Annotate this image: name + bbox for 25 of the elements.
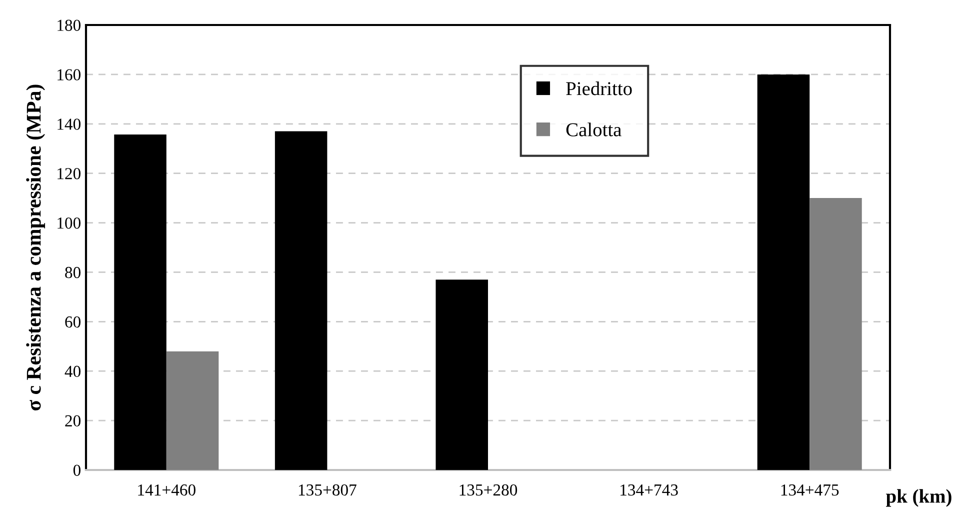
bar	[114, 134, 166, 470]
bar	[166, 351, 219, 470]
y-tick-label: 60	[65, 316, 81, 328]
x-axis-title: pk (km)	[886, 489, 952, 507]
y-axis-title: σ c Resistenza a compressione (MPa)	[26, 84, 46, 410]
y-tick-label: 140	[58, 118, 81, 130]
x-tick-label: 141+460	[138, 484, 196, 496]
bar	[436, 280, 488, 470]
y-tick-label: 180	[58, 20, 81, 31]
y-tick-label: 80	[65, 266, 81, 278]
legend-label: Piedritto	[566, 82, 632, 96]
y-tick-label: 160	[58, 69, 81, 80]
y-tick-label: 0	[73, 464, 81, 476]
y-tick-label: 120	[58, 168, 81, 180]
x-tick-label: 134+475	[781, 484, 839, 496]
y-tick-label: 40	[64, 366, 81, 378]
legend-label: Calotta	[566, 122, 622, 136]
bar	[757, 74, 810, 470]
bar	[810, 198, 862, 470]
x-tick-label: 135+280	[460, 484, 518, 496]
x-tick-label: 134+743	[620, 484, 678, 496]
bar	[274, 131, 328, 470]
y-tick-label: 100	[58, 217, 81, 229]
y-tick-label: 20	[65, 415, 81, 426]
x-tick-label: 135+807	[298, 484, 356, 496]
